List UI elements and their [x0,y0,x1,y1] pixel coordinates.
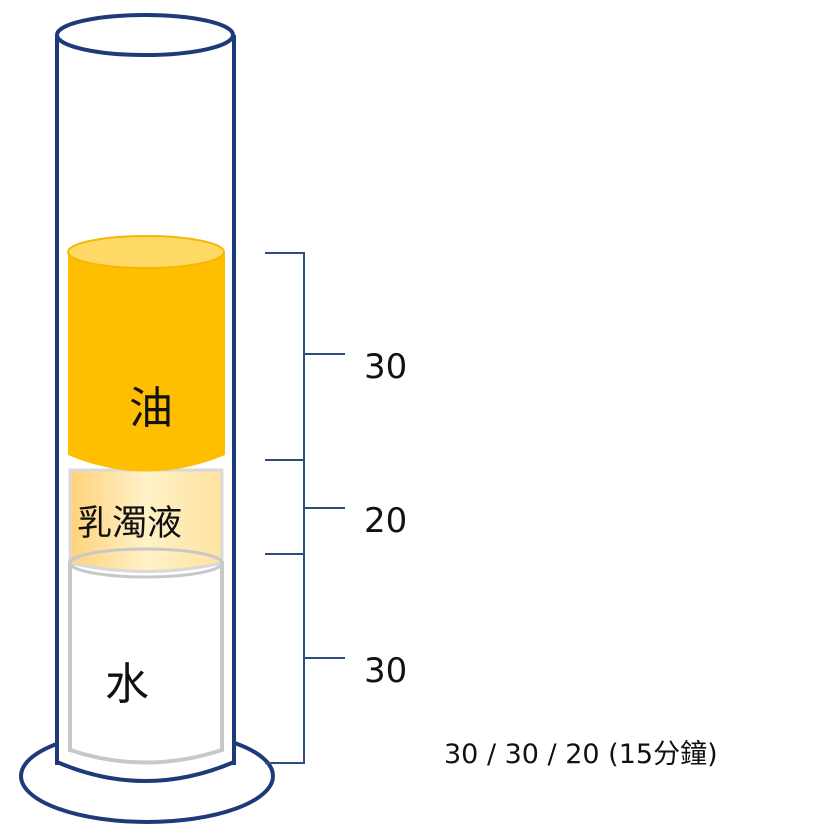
caption-ratio: 30 / 30 / 20 (15分鐘) [444,739,718,770]
cylinder-rim [55,13,235,57]
oil-top-surface [67,235,225,269]
bracket-oil [265,252,345,461]
emulsion-bottom-edge [68,547,224,579]
water-layer [68,561,224,765]
water-label: 水 [105,659,149,710]
bracket-emulsion [265,459,345,555]
oil-label: 油 [129,383,173,434]
oil-measure: 30 [364,347,408,387]
emulsion-measure: 20 [364,501,408,541]
emulsion-label: 乳濁液 [77,504,183,544]
oil-layer [68,252,225,472]
water-measure: 30 [364,651,408,691]
bracket-water [265,553,345,764]
cylinder-bottom-edge [56,760,235,783]
